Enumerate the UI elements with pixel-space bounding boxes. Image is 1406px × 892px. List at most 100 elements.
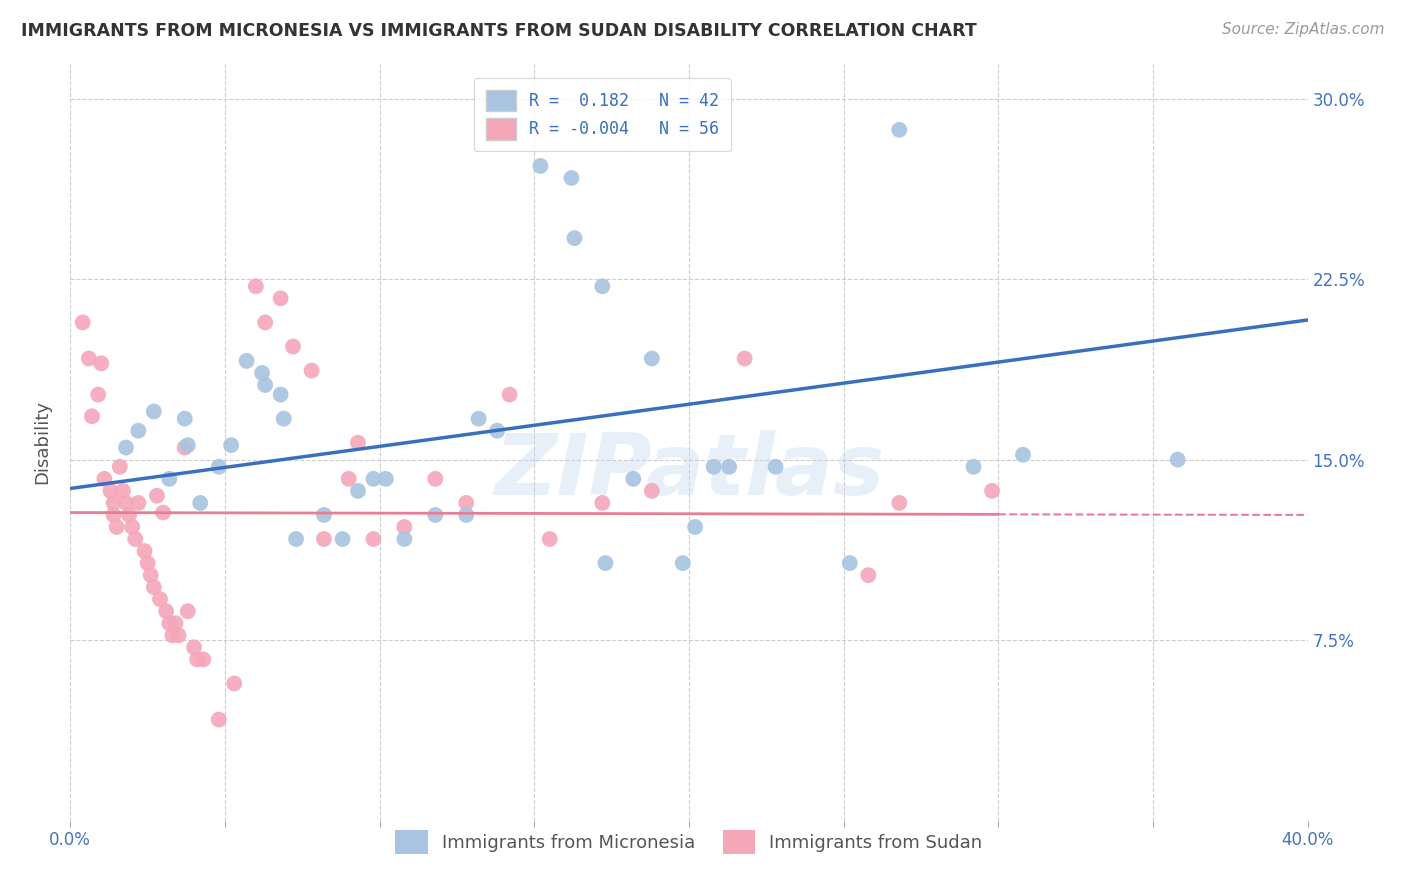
Point — [111, 483, 134, 498]
Point — [115, 441, 138, 455]
Point — [312, 508, 335, 522]
Point — [703, 459, 725, 474]
Point — [72, 315, 94, 329]
Point — [889, 496, 911, 510]
Point — [394, 520, 416, 534]
Point — [100, 483, 122, 498]
Point — [121, 520, 143, 534]
Point — [394, 532, 416, 546]
Point — [173, 411, 195, 425]
Point — [374, 472, 396, 486]
Point — [858, 568, 880, 582]
Point — [718, 459, 741, 474]
Point — [273, 411, 295, 425]
Point — [595, 556, 617, 570]
Point — [456, 508, 478, 522]
Point — [177, 604, 200, 618]
Point — [103, 508, 125, 522]
Point — [165, 616, 187, 631]
Point — [183, 640, 205, 655]
Point — [254, 378, 277, 392]
Point — [347, 435, 370, 450]
Point — [498, 387, 520, 401]
Point — [529, 159, 551, 173]
Point — [177, 438, 200, 452]
Point — [560, 171, 582, 186]
Point — [118, 508, 141, 522]
Point — [425, 472, 447, 486]
Point — [193, 652, 215, 666]
Point — [149, 592, 172, 607]
Point — [186, 652, 208, 666]
Point — [80, 409, 103, 424]
Point — [332, 532, 354, 546]
Point — [219, 438, 242, 452]
Point — [127, 424, 149, 438]
Point — [456, 496, 478, 510]
Point — [157, 616, 180, 631]
Point — [173, 441, 195, 455]
Point — [108, 459, 131, 474]
Point — [1012, 448, 1035, 462]
Point — [270, 291, 292, 305]
Point — [312, 532, 335, 546]
Point — [363, 532, 385, 546]
Point — [90, 356, 112, 370]
Point — [425, 508, 447, 522]
Point — [981, 483, 1004, 498]
Point — [734, 351, 756, 366]
Point — [124, 532, 146, 546]
Point — [641, 351, 664, 366]
Point — [591, 279, 613, 293]
Legend: Immigrants from Micronesia, Immigrants from Sudan: Immigrants from Micronesia, Immigrants f… — [388, 823, 990, 861]
Point — [105, 520, 128, 534]
Point — [188, 496, 211, 510]
Point — [139, 568, 162, 582]
Point — [142, 404, 165, 418]
Point — [270, 387, 292, 401]
Point — [591, 496, 613, 510]
Point — [152, 506, 174, 520]
Point — [167, 628, 190, 642]
Point — [347, 483, 370, 498]
Point — [208, 459, 231, 474]
Point — [103, 496, 125, 510]
Point — [245, 279, 267, 293]
Y-axis label: Disability: Disability — [34, 400, 52, 483]
Point — [962, 459, 984, 474]
Point — [285, 532, 308, 546]
Point — [363, 472, 385, 486]
Point — [672, 556, 695, 570]
Point — [146, 489, 169, 503]
Point — [142, 580, 165, 594]
Point — [1167, 452, 1189, 467]
Point — [838, 556, 860, 570]
Point — [250, 366, 273, 380]
Point — [254, 315, 277, 329]
Point — [136, 556, 159, 570]
Point — [155, 604, 177, 618]
Point — [281, 339, 304, 353]
Point — [93, 472, 115, 486]
Point — [87, 387, 110, 401]
Point — [77, 351, 100, 366]
Point — [486, 424, 509, 438]
Point — [115, 496, 138, 510]
Point — [134, 544, 156, 558]
Point — [157, 472, 180, 486]
Point — [765, 459, 787, 474]
Text: IMMIGRANTS FROM MICRONESIA VS IMMIGRANTS FROM SUDAN DISABILITY CORRELATION CHART: IMMIGRANTS FROM MICRONESIA VS IMMIGRANTS… — [21, 22, 977, 40]
Point — [162, 628, 184, 642]
Point — [683, 520, 706, 534]
Point — [889, 123, 911, 137]
Text: ZIPatlas: ZIPatlas — [494, 430, 884, 514]
Point — [235, 354, 257, 368]
Point — [641, 483, 664, 498]
Point — [127, 496, 149, 510]
Point — [621, 472, 644, 486]
Point — [301, 363, 323, 377]
Point — [337, 472, 360, 486]
Point — [224, 676, 246, 690]
Point — [467, 411, 489, 425]
Point — [564, 231, 586, 245]
